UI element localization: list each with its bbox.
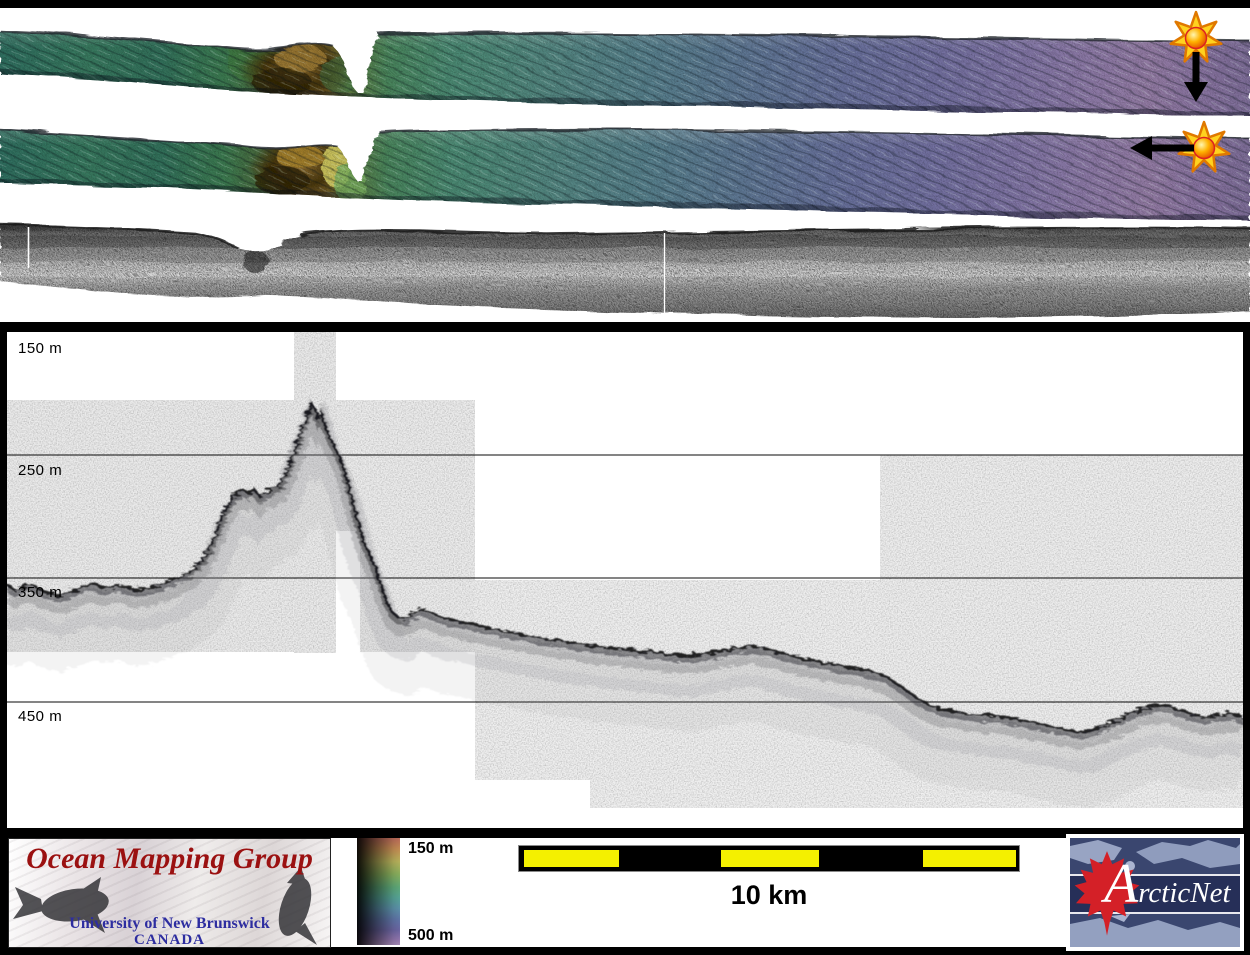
imagery-section bbox=[0, 8, 1250, 322]
bathymetry-swath-bottom bbox=[0, 128, 1250, 221]
arcticnet-logo: ArcticNet bbox=[1066, 834, 1244, 951]
depth-label-150: 150 m bbox=[18, 340, 63, 357]
sun-illumination-arrow-down-icon bbox=[1169, 10, 1223, 102]
bathymetry-swath-top bbox=[0, 29, 1250, 116]
omg-subtitle: University of New Brunswick bbox=[69, 915, 270, 932]
scale-bar bbox=[518, 845, 1020, 872]
scale-bar-segment bbox=[923, 850, 1016, 867]
colorbar-top-label: 150 m bbox=[408, 840, 454, 857]
depth-label-350: 350 m bbox=[18, 584, 63, 601]
subbottom-profile-panel: 150 m 250 m 350 m 450 m bbox=[7, 332, 1243, 828]
depth-label-250: 250 m bbox=[18, 462, 63, 479]
arctic-map-band bbox=[1070, 914, 1240, 947]
sonar-fish-shadow-icon bbox=[13, 877, 109, 933]
ocean-mapping-group-logo: Ocean Mapping Group University of New Br… bbox=[8, 838, 331, 948]
arctic-map-band bbox=[1070, 838, 1240, 874]
omg-country: CANADA bbox=[134, 932, 205, 948]
scale-bar-label: 10 km bbox=[730, 880, 808, 910]
maple-leaf-icon bbox=[1074, 851, 1140, 936]
depth-label-450: 450 m bbox=[18, 708, 63, 725]
subbottom-profile-graphic bbox=[7, 332, 1243, 808]
omg-title: Ocean Mapping Group bbox=[26, 842, 313, 875]
sun-illumination-arrow-left-icon bbox=[1130, 120, 1231, 173]
colorbar-bottom-label: 500 m bbox=[408, 927, 454, 944]
bathymetry-sidescan-graphic bbox=[0, 29, 1250, 318]
logo-band-divider bbox=[1070, 874, 1240, 876]
depth-colorbar bbox=[357, 838, 400, 945]
sidescan-strip bbox=[0, 223, 1250, 318]
sonar-fish-shadow-icon bbox=[278, 867, 317, 945]
logo-band-divider bbox=[1070, 912, 1240, 914]
scale-bar-segment bbox=[721, 850, 819, 867]
scale-bar-segment bbox=[524, 850, 619, 867]
arcticnet-wordmark: ArcticNet bbox=[1104, 853, 1231, 915]
